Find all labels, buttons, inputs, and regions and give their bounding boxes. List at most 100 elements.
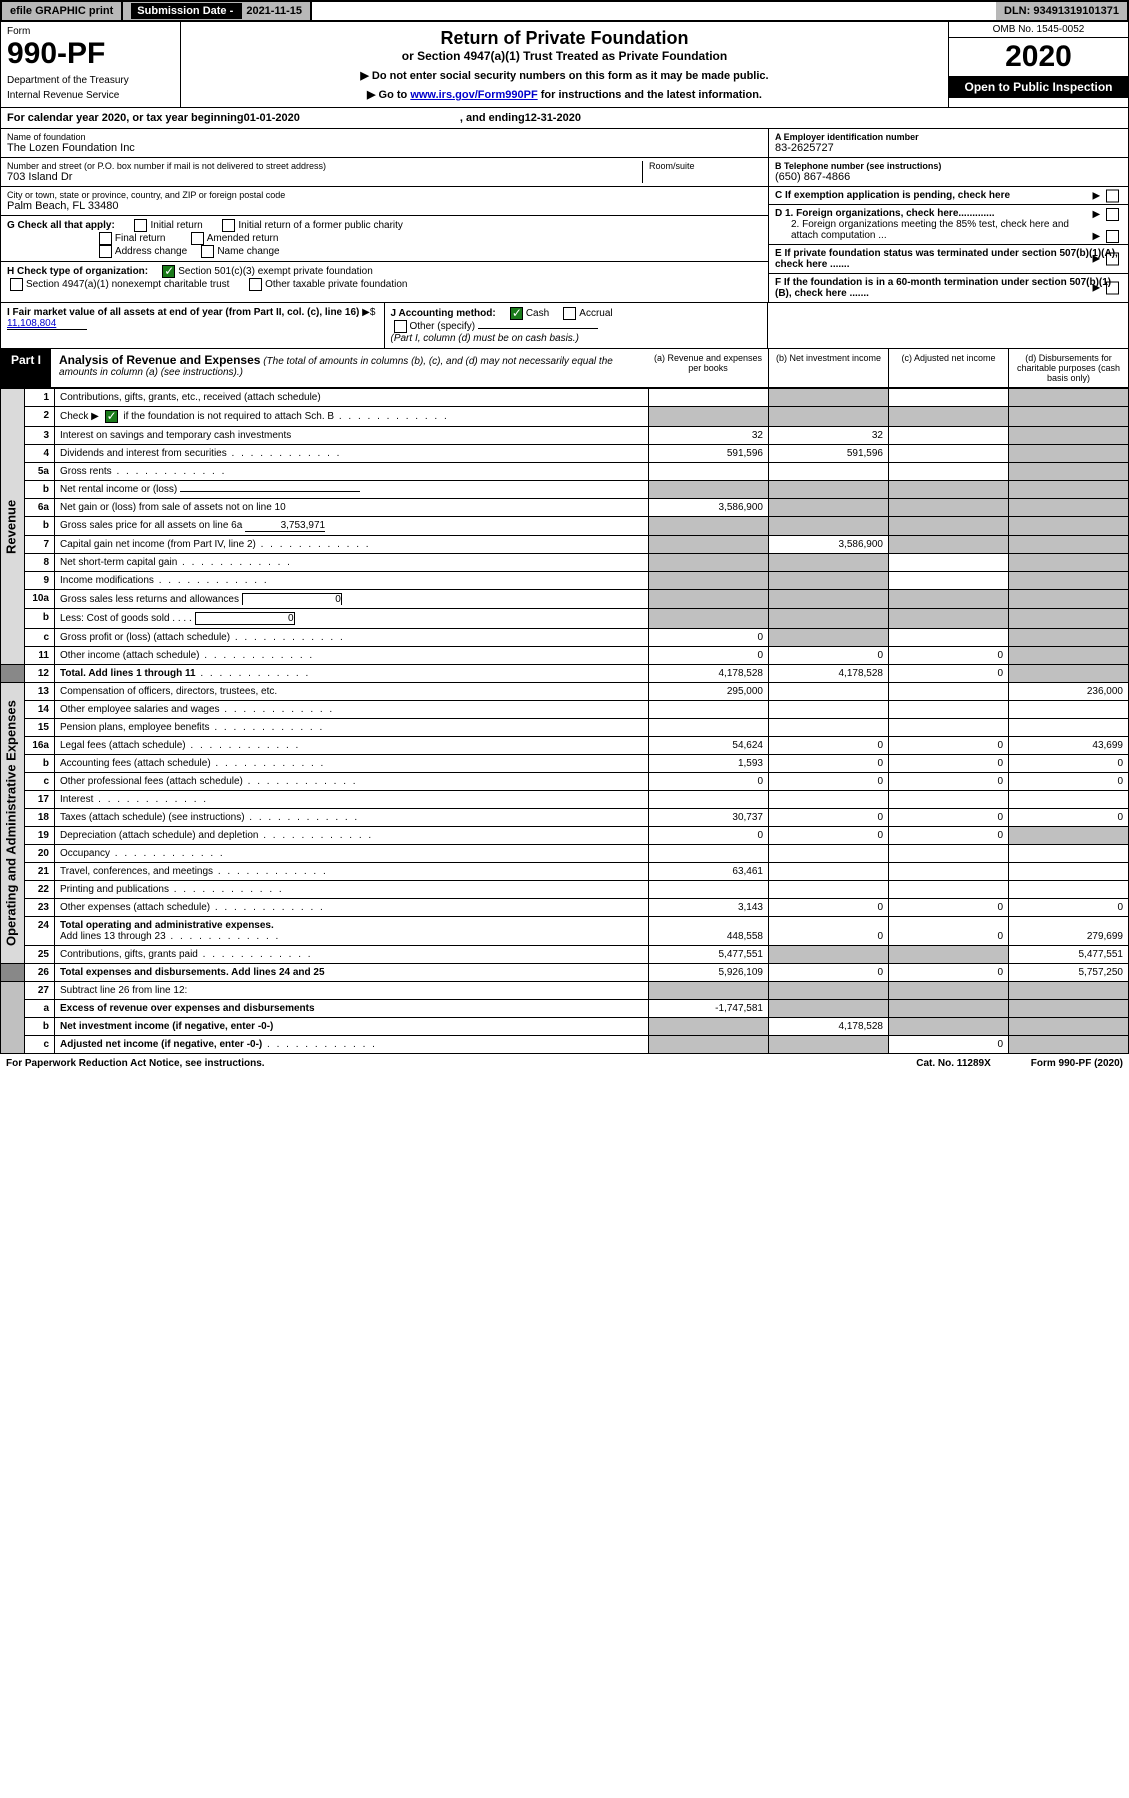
amt-a: 295,000 xyxy=(649,683,769,701)
row-desc: Adjusted net income (if negative, enter … xyxy=(55,1036,649,1054)
dept-treasury: Department of the Treasury xyxy=(7,75,174,86)
ein-value: 83-2625727 xyxy=(775,142,1122,154)
checkbox-other-method[interactable] xyxy=(394,320,407,333)
tax-year: 2020 xyxy=(949,38,1128,76)
table-row: 5a Gross rents xyxy=(1,463,1129,481)
form-number: 990-PF xyxy=(7,37,174,71)
row-desc: Less: Cost of goods sold . . . . 0 xyxy=(55,609,649,629)
amt-b: 0 xyxy=(769,773,889,791)
amt-c: 0 xyxy=(889,1036,1009,1054)
row-num: 12 xyxy=(25,665,55,683)
form-label: Form xyxy=(7,26,174,37)
table-row: 12 Total. Add lines 1 through 11 4,178,5… xyxy=(1,665,1129,683)
room-label: Room/suite xyxy=(649,161,762,171)
column-headers: (a) Revenue and expenses per books (b) N… xyxy=(648,349,1128,387)
h-other: Other taxable private foundation xyxy=(265,279,407,290)
row-num: 2 xyxy=(25,407,55,427)
checkbox-exemption-pending[interactable] xyxy=(1106,189,1119,202)
checkbox-initial-former[interactable] xyxy=(222,219,235,232)
checkbox-85pct-test[interactable] xyxy=(1106,230,1119,243)
part1-title: Analysis of Revenue and Expenses xyxy=(59,353,260,367)
row-desc: Net rental income or (loss) xyxy=(55,481,649,499)
table-row: 20 Occupancy xyxy=(1,845,1129,863)
checkbox-address-change[interactable] xyxy=(99,245,112,258)
table-row: 18 Taxes (attach schedule) (see instruct… xyxy=(1,809,1129,827)
row-num: 10a xyxy=(25,590,55,609)
h-4947: Section 4947(a)(1) nonexempt charitable … xyxy=(26,279,229,290)
row-desc: Total expenses and disbursements. Add li… xyxy=(55,964,649,982)
col-a-header: (a) Revenue and expenses per books xyxy=(648,349,768,387)
revenue-sidelabel: Revenue xyxy=(1,389,25,665)
main-table: Revenue 1 Contributions, gifts, grants, … xyxy=(0,388,1129,1054)
amt-a: 1,593 xyxy=(649,755,769,773)
table-row: b Gross sales price for all assets on li… xyxy=(1,517,1129,536)
amt-c: 0 xyxy=(889,773,1009,791)
checkbox-status-terminated[interactable] xyxy=(1106,253,1119,266)
checkbox-foreign-org[interactable] xyxy=(1106,208,1119,221)
foundation-city: Palm Beach, FL 33480 xyxy=(7,200,762,212)
j-cash: Cash xyxy=(526,308,549,319)
row-num: 3 xyxy=(25,427,55,445)
row-num: 9 xyxy=(25,572,55,590)
checkbox-other-pf[interactable] xyxy=(249,278,262,291)
footer-right: Form 990-PF (2020) xyxy=(1031,1058,1123,1069)
checkbox-60month[interactable] xyxy=(1106,282,1119,295)
h-label: H Check type of organization: xyxy=(7,266,148,277)
checkbox-4947[interactable] xyxy=(10,278,23,291)
dln-value: 93491319101371 xyxy=(1033,5,1119,17)
row-desc: Other expenses (attach schedule) xyxy=(55,899,649,917)
amt-c: 0 xyxy=(889,827,1009,845)
row-num: 16a xyxy=(25,737,55,755)
j-other: Other (specify) xyxy=(410,321,476,332)
checkbox-amended-return[interactable] xyxy=(191,232,204,245)
amt-a: 4,178,528 xyxy=(649,665,769,683)
row-num: a xyxy=(25,1000,55,1018)
header-right: OMB No. 1545-0052 2020 Open to Public In… xyxy=(948,22,1128,107)
checkbox-accrual[interactable] xyxy=(563,307,576,320)
j-section: J Accounting method: Cash Accrual Other … xyxy=(385,303,769,348)
row-desc: Interest xyxy=(55,791,649,809)
amt-b: 32 xyxy=(769,427,889,445)
note-ssn: ▶ Do not enter social security numbers o… xyxy=(187,69,942,82)
row-num: b xyxy=(25,755,55,773)
open-to-public: Open to Public Inspection xyxy=(949,76,1128,98)
note2-post: for instructions and the latest informat… xyxy=(538,89,762,101)
checkbox-final-return[interactable] xyxy=(99,232,112,245)
amt-a: 5,926,109 xyxy=(649,964,769,982)
amt-b: 0 xyxy=(769,827,889,845)
row-num: b xyxy=(25,1018,55,1036)
row-desc: Net gain or (loss) from sale of assets n… xyxy=(55,499,649,517)
checkbox-initial-return[interactable] xyxy=(134,219,147,232)
g-final: Final return xyxy=(115,233,166,244)
amt-d: 0 xyxy=(1009,809,1129,827)
j-label: J Accounting method: xyxy=(391,308,496,319)
checkbox-sch-b[interactable] xyxy=(105,410,118,423)
amt-a: 5,477,551 xyxy=(649,946,769,964)
amt-b: 0 xyxy=(769,737,889,755)
row-num: 15 xyxy=(25,719,55,737)
row-num: c xyxy=(25,629,55,647)
amt-b: 4,178,528 xyxy=(769,1018,889,1036)
row-num: c xyxy=(25,1036,55,1054)
row-desc: Capital gain net income (from Part IV, l… xyxy=(55,536,649,554)
irs-link[interactable]: www.irs.gov/Form990PF xyxy=(410,89,537,101)
address-row: Number and street (or P.O. box number if… xyxy=(1,158,768,187)
table-row: 24 Total operating and administrative ex… xyxy=(1,917,1129,946)
c-row: C If exemption application is pending, c… xyxy=(769,187,1128,205)
table-row: 7 Capital gain net income (from Part IV,… xyxy=(1,536,1129,554)
row-num: 19 xyxy=(25,827,55,845)
note2-pre: ▶ Go to xyxy=(367,89,410,101)
amt-a: 63,461 xyxy=(649,863,769,881)
table-row: 14 Other employee salaries and wages xyxy=(1,701,1129,719)
table-row: 21 Travel, conferences, and meetings 63,… xyxy=(1,863,1129,881)
checkbox-name-change[interactable] xyxy=(201,245,214,258)
i-label: I Fair market value of all assets at end… xyxy=(7,307,359,318)
phone-label: B Telephone number (see instructions) xyxy=(775,161,941,171)
checkbox-501c3[interactable] xyxy=(162,265,175,278)
fmv-link[interactable]: 11,108,804 xyxy=(7,318,87,330)
ein-row: A Employer identification number 83-2625… xyxy=(769,129,1128,158)
checkbox-cash[interactable] xyxy=(510,307,523,320)
cal-text2: , and ending xyxy=(460,112,525,124)
row-num: 25 xyxy=(25,946,55,964)
row-desc: Check ▶ if the foundation is not require… xyxy=(55,407,649,427)
